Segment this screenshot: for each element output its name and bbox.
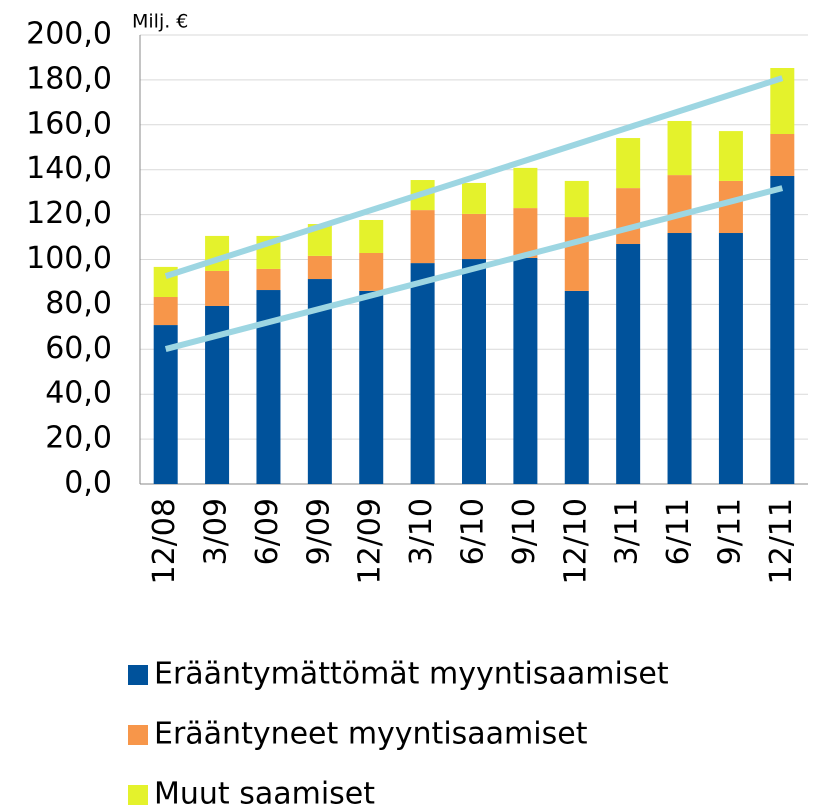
bar-segment [616, 138, 641, 189]
y-tick-label: 180,0 [26, 61, 112, 96]
y-tick-label: 60,0 [45, 331, 112, 366]
bar-segment [359, 252, 384, 291]
bar-segment [153, 296, 178, 326]
bar-segment [616, 188, 641, 245]
x-tick-label: 12/08 [147, 498, 182, 584]
y-tick-label: 80,0 [45, 286, 112, 321]
x-tick-label: 3/10 [404, 498, 439, 565]
bar-segment [718, 131, 743, 181]
bar-segment [153, 325, 178, 484]
bar-segment [667, 233, 692, 484]
y-tick-label: 200,0 [26, 17, 112, 52]
bar-segment [513, 167, 538, 209]
legend-swatch [128, 725, 148, 745]
bar-segment [770, 134, 795, 176]
legend-label: Erääntyneet myyntisaamiset [154, 717, 588, 752]
bar-segment [359, 290, 384, 484]
x-tick-label: 3/09 [199, 498, 234, 565]
bar-segment [770, 175, 795, 484]
x-tick-label: 9/11 [712, 498, 747, 565]
legend-swatch [128, 785, 148, 805]
x-tick-label: 6/11 [661, 498, 696, 565]
legend-label: Muut saamiset [154, 777, 375, 806]
bar-segment [616, 244, 641, 484]
bar-segment [667, 175, 692, 234]
trend-line [164, 185, 784, 352]
bar-segment [205, 270, 230, 306]
y-tick-label: 140,0 [26, 151, 112, 186]
bar-segment [256, 268, 281, 291]
legend-swatch [128, 665, 148, 685]
y-tick-label: 20,0 [45, 421, 112, 456]
bar-segment [513, 208, 538, 258]
legend-label: Erääntymättömät myyntisaamiset [154, 657, 669, 692]
bar-segment [462, 213, 486, 260]
y-tick-label: 0,0 [64, 466, 112, 501]
x-tick-label: 12/11 [764, 498, 799, 584]
bar-segment [718, 233, 743, 484]
x-tick-label: 9/10 [507, 498, 542, 565]
bar-segment [410, 210, 435, 264]
y-tick-label: 120,0 [26, 196, 112, 231]
bar-segment [564, 180, 589, 218]
y-tick-label: 40,0 [45, 376, 112, 411]
bar-segment [462, 182, 486, 214]
bar-segment [513, 257, 538, 484]
bar-segment [718, 180, 743, 234]
bar-segment [410, 263, 435, 484]
bar-segment [667, 120, 692, 176]
bar-segment [307, 255, 332, 280]
bar-segment [564, 290, 589, 484]
x-tick-label: 12/09 [353, 498, 388, 584]
y-tick-label: 100,0 [26, 241, 112, 276]
y-tick-label: 160,0 [26, 106, 112, 141]
x-tick-label: 3/11 [610, 498, 645, 565]
unit-label: Milj. € [132, 11, 188, 33]
bar-segment [205, 235, 230, 271]
bar-segment [359, 219, 384, 253]
x-tick-label: 6/09 [250, 498, 285, 565]
trend-line [164, 75, 784, 279]
bar-segment [564, 217, 589, 291]
x-tick-label: 9/09 [301, 498, 336, 565]
x-tick-label: 6/10 [456, 498, 491, 565]
x-tick-label: 12/10 [558, 498, 593, 584]
bar-segment [462, 259, 486, 484]
